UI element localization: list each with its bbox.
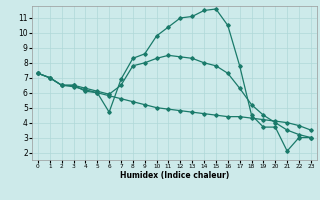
X-axis label: Humidex (Indice chaleur): Humidex (Indice chaleur) bbox=[120, 171, 229, 180]
